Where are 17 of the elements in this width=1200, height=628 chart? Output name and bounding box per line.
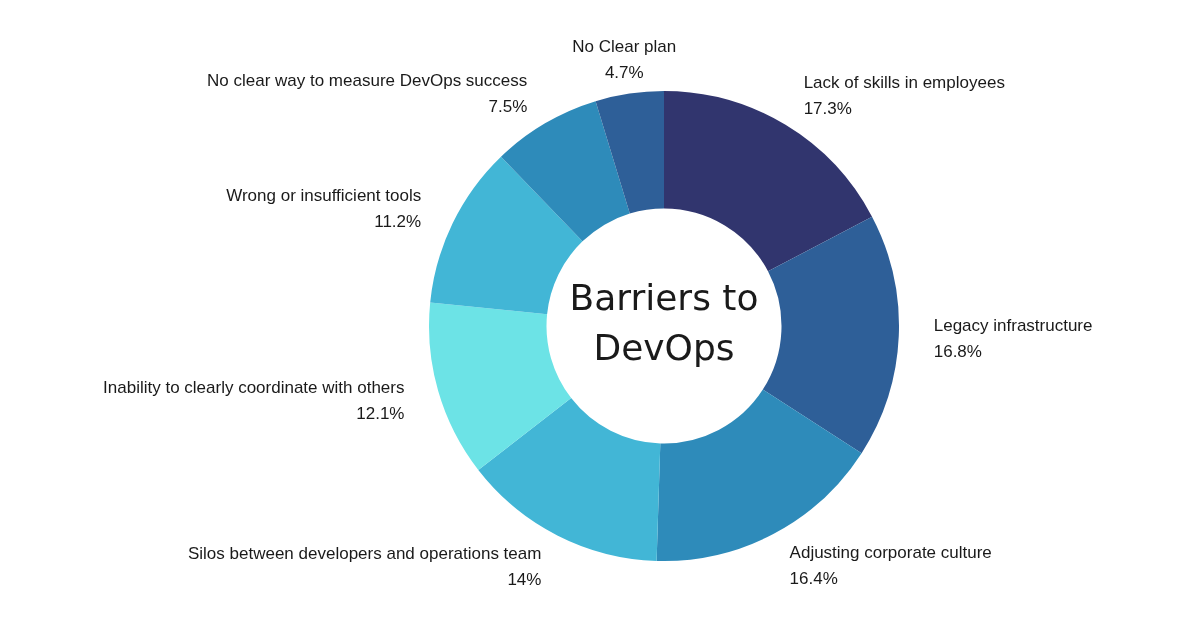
slice-label: No Clear plan — [572, 36, 677, 56]
data-label: 7.5% — [488, 96, 528, 116]
data-label: 16.4% — [789, 568, 838, 588]
slice-label: Wrong or insufficient tools — [226, 185, 422, 205]
data-label: 12.1% — [356, 404, 405, 424]
slice-label: No clear way to measure DevOps success — [206, 70, 528, 90]
slice-label: Silos between developers and operations team — [187, 544, 542, 564]
data-label: 16.8% — [933, 341, 982, 361]
data-label: 4.7% — [604, 62, 644, 82]
slice-label: Lack of skills in employees — [803, 72, 1005, 92]
slice-label: Adjusting corporate culture — [789, 542, 992, 562]
data-label: 14% — [507, 570, 542, 590]
data-label: 11.2% — [374, 211, 422, 231]
slice-label: Inability to clearly coordinate with others — [103, 378, 405, 398]
slice-label: Legacy infrastructure — [933, 315, 1093, 335]
text: Barriers to DevOps — [569, 277, 759, 369]
data-label: 17.3% — [803, 98, 852, 118]
